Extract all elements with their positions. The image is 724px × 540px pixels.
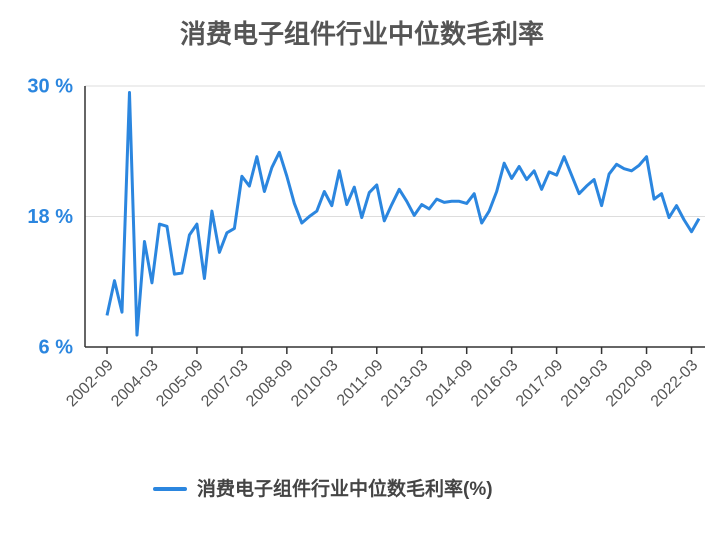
chart-title: 消费电子组件行业中位数毛利率 — [180, 19, 544, 49]
data-line — [105, 91, 701, 337]
x-tick-label: 2002-09 — [63, 357, 117, 411]
x-tick-label: 2013-03 — [378, 357, 432, 411]
y-tick-label: 6 % — [39, 336, 74, 358]
legend-label: 消费电子组件行业中位数毛利率(%) — [197, 477, 493, 500]
x-tick-label: 2016-03 — [468, 357, 522, 411]
x-tick-label: 2007-03 — [198, 357, 252, 411]
x-tick-label: 2010-03 — [288, 357, 342, 411]
x-tick-label: 2020-09 — [603, 357, 657, 411]
x-tick-label: 2019-03 — [558, 357, 612, 411]
x-tick-label: 2005-09 — [153, 357, 207, 411]
x-tick-label: 2008-09 — [243, 357, 297, 411]
y-tick-label: 18 % — [27, 206, 73, 228]
x-tick-label: 2011-09 — [334, 357, 387, 410]
x-tick-label: 2017-09 — [513, 357, 567, 411]
x-tick-label: 2004-03 — [108, 357, 162, 411]
x-tick-label: 2014-09 — [423, 357, 477, 411]
y-tick-label: 30 % — [27, 75, 73, 97]
x-tick-label: 2022-03 — [648, 357, 702, 411]
